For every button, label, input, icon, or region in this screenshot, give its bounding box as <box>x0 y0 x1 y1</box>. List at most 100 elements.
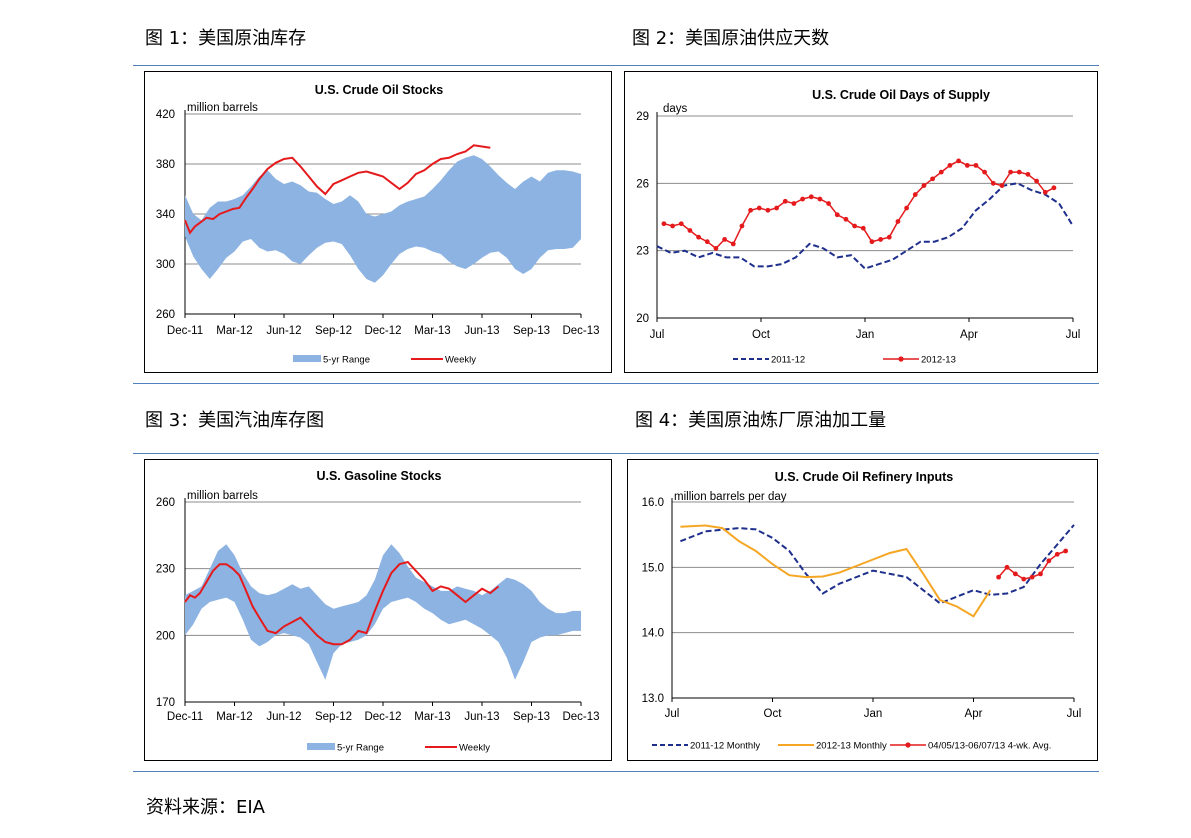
data-point <box>938 169 944 175</box>
chart-title: U.S. Crude Oil Days of Supply <box>812 88 990 102</box>
data-point <box>904 205 909 211</box>
y-tick-label: 14.0 <box>642 628 664 640</box>
y-tick-label: 170 <box>156 697 175 709</box>
data-point <box>982 169 987 175</box>
legend-label: 5-yr Range <box>337 743 384 754</box>
data-point <box>886 234 892 240</box>
days-of-supply-chart: U.S. Crude Oil Days of Supply 20 23 26 29 day… <box>624 71 1098 373</box>
data-point <box>1046 558 1052 564</box>
chart-title: U.S. Gasoline Stocks <box>316 469 441 483</box>
data-point <box>1038 571 1043 577</box>
y-tick-label: 29 <box>636 111 649 123</box>
legend-label: 2012-13 <box>921 355 956 366</box>
x-tick-label: Dec-12 <box>364 711 401 723</box>
x-tick-label: Mar-13 <box>414 711 450 723</box>
data-point <box>912 192 918 197</box>
data-point <box>996 574 1002 580</box>
y-tick-label: 13.0 <box>642 693 664 705</box>
refinery-inputs-chart: U.S. Crude Oil Refinery Inputs 13.0 14.0 15… <box>627 459 1098 761</box>
data-point <box>756 205 762 211</box>
y-unit-label: million barrels <box>187 102 258 114</box>
y-tick-label: 15.0 <box>642 562 664 574</box>
range-band <box>185 155 581 283</box>
legend-swatch <box>293 355 321 362</box>
series-line <box>680 524 1075 605</box>
middle-rule-lower <box>133 453 1099 454</box>
x-tick-label: Jun-13 <box>464 325 499 337</box>
y-unit-label: million barrels <box>187 490 258 502</box>
data-point <box>722 237 727 242</box>
x-tick-label: Jun-13 <box>464 711 499 723</box>
data-point <box>1025 171 1031 177</box>
data-point <box>1016 169 1022 175</box>
data-point <box>687 228 693 233</box>
x-tick-label: Dec-11 <box>167 325 203 337</box>
x-tick-label: Dec-12 <box>364 325 401 337</box>
data-point <box>826 201 831 206</box>
data-point <box>869 239 875 245</box>
series-line <box>680 524 992 618</box>
crude-stocks-svg: U.S. Crude Oil Stocks 260 300 340 380 420 mill… <box>156 83 600 366</box>
x-tick-label: Sep-12 <box>315 711 352 723</box>
x-tick-label: Dec-13 <box>562 711 599 723</box>
crude-stocks-chart: U.S. Crude Oil Stocks 260 300 340 380 420 mill… <box>144 71 612 373</box>
legend-label: 04/05/13-06/07/13 4-wk. Avg. <box>928 741 1051 752</box>
x-tick-label: Sep-13 <box>513 711 550 723</box>
data-point <box>852 223 857 229</box>
data-point <box>1051 185 1057 191</box>
y-tick-label: 16.0 <box>642 497 664 509</box>
data-point <box>748 207 753 213</box>
data-point <box>930 176 935 182</box>
x-tick-label: Mar-12 <box>216 325 252 337</box>
data-point <box>956 158 961 164</box>
x-tick-label: Apr <box>965 708 983 720</box>
x-tick-label: Jun-12 <box>266 711 301 723</box>
x-tick-label: Jul <box>1066 329 1081 341</box>
data-point <box>860 225 866 231</box>
x-tick-label: Jul <box>650 329 665 341</box>
x-tick-label: Oct <box>752 329 771 341</box>
chart-title: U.S. Crude Oil Refinery Inputs <box>775 470 954 484</box>
figure-1-title: 图 1：美国原油库存 <box>145 28 307 49</box>
data-point <box>1029 574 1035 580</box>
legend-label: Weekly <box>459 743 490 754</box>
figure-2-title: 图 2：美国原油供应天数 <box>632 28 830 49</box>
data-point <box>921 183 927 188</box>
data-point <box>1034 178 1039 184</box>
y-tick-label: 380 <box>156 159 175 171</box>
data-point <box>1012 571 1018 577</box>
x-tick-label: Oct <box>764 708 783 720</box>
y-tick-label: 300 <box>156 259 175 271</box>
data-point <box>730 241 736 247</box>
data-point <box>895 219 901 224</box>
middle-rule-upper <box>133 383 1099 384</box>
gasoline-stocks-chart: U.S. Gasoline Stocks 170 200 230 260 million … <box>144 459 612 761</box>
x-tick-label: Dec-13 <box>562 325 599 337</box>
x-tick-label: Jun-12 <box>266 325 301 337</box>
data-point <box>791 201 797 206</box>
series-line <box>184 144 491 235</box>
data-point <box>817 196 823 202</box>
data-point <box>1054 551 1060 557</box>
legend-label: 2011-12 Monthly <box>690 741 760 752</box>
series-line <box>663 160 1055 250</box>
data-point <box>834 212 840 218</box>
refinery-inputs-svg: U.S. Crude Oil Refinery Inputs 13.0 14.0 15… <box>642 470 1082 752</box>
legend-label: 2011-12 <box>771 355 805 366</box>
data-point <box>1063 548 1069 554</box>
data-point <box>878 237 883 242</box>
y-tick-label: 230 <box>156 564 175 576</box>
legend-swatch <box>307 743 335 750</box>
data-point <box>964 162 970 168</box>
data-point <box>661 221 667 227</box>
data-point <box>999 183 1005 188</box>
figure-4-title: 图 4：美国原油炼厂原油加工量 <box>635 410 887 431</box>
data-point <box>670 223 675 229</box>
y-tick-label: 26 <box>636 178 649 190</box>
data-point <box>739 223 745 229</box>
x-tick-label: Apr <box>960 329 978 341</box>
legend-label: Weekly <box>445 355 476 366</box>
data-point <box>973 162 979 168</box>
y-tick-label: 340 <box>156 209 175 221</box>
y-tick-label: 260 <box>156 309 175 321</box>
